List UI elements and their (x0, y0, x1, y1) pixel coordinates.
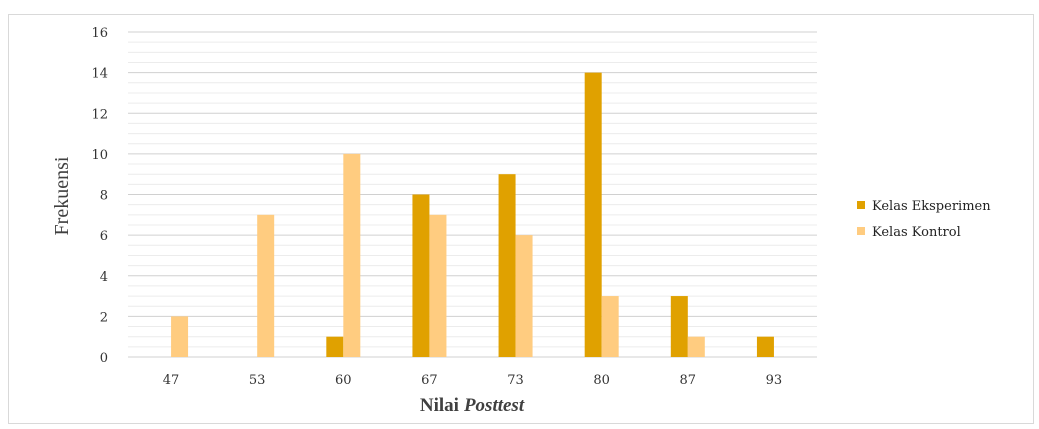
x-tick-label: 53 (249, 373, 266, 388)
x-axis-title-prefix: Nilai (420, 395, 459, 416)
y-tick-label: 8 (100, 189, 108, 204)
y-tick-label: 6 (100, 229, 108, 244)
bar-kelas-kontrol-53 (257, 214, 275, 357)
gridlines (128, 31, 817, 358)
y-tick-labels: 0 2 4 6 8 10 12 14 16 (91, 26, 108, 366)
legend: Kelas Eksperimen Kelas Kontrol (857, 199, 991, 240)
y-tick-label: 10 (91, 148, 108, 163)
bar-kelas-eksperimen-87 (670, 296, 688, 357)
bar-kelas-kontrol-87 (687, 336, 705, 357)
bar-kelas-kontrol-60 (343, 153, 361, 357)
bar-kelas-eksperimen-67 (412, 194, 430, 357)
y-tick-label: 0 (100, 351, 108, 366)
x-tick-label: 80 (593, 373, 610, 388)
x-tick-label: 67 (421, 373, 438, 388)
legend-label: Kelas Eksperimen (872, 199, 991, 214)
bar-kelas-eksperimen-80 (584, 72, 602, 357)
bar-kelas-kontrol-73 (515, 235, 533, 357)
bar-kelas-kontrol-67 (429, 214, 447, 357)
bar-kelas-kontrol-47 (171, 316, 189, 357)
legend-swatch (857, 201, 865, 209)
y-tick-label: 12 (91, 107, 108, 122)
x-tick-label: 47 (163, 373, 180, 388)
bar-kelas-eksperimen-73 (498, 174, 516, 357)
bars (171, 72, 774, 357)
legend-swatch (857, 227, 865, 235)
x-axis-title-emphasis: Posttest (463, 395, 525, 416)
x-tick-label: 60 (335, 373, 352, 388)
x-tick-label: 87 (680, 373, 697, 388)
y-tick-label: 14 (91, 67, 108, 82)
y-tick-label: 16 (91, 26, 108, 41)
y-tick-label: 4 (100, 270, 108, 285)
bar-kelas-eksperimen-60 (326, 336, 344, 357)
x-axis-title: Nilai Posttest (420, 395, 525, 416)
x-tick-label: 73 (507, 373, 524, 388)
bar-kelas-eksperimen-93 (756, 336, 774, 357)
x-tick-label: 93 (766, 373, 783, 388)
bar-kelas-kontrol-80 (601, 296, 619, 357)
legend-label: Kelas Kontrol (872, 225, 961, 240)
y-tick-label: 2 (100, 310, 108, 325)
y-axis-title: Frekuensi (51, 156, 73, 235)
x-tick-labels: 47 53 60 67 73 80 87 93 (163, 373, 782, 388)
